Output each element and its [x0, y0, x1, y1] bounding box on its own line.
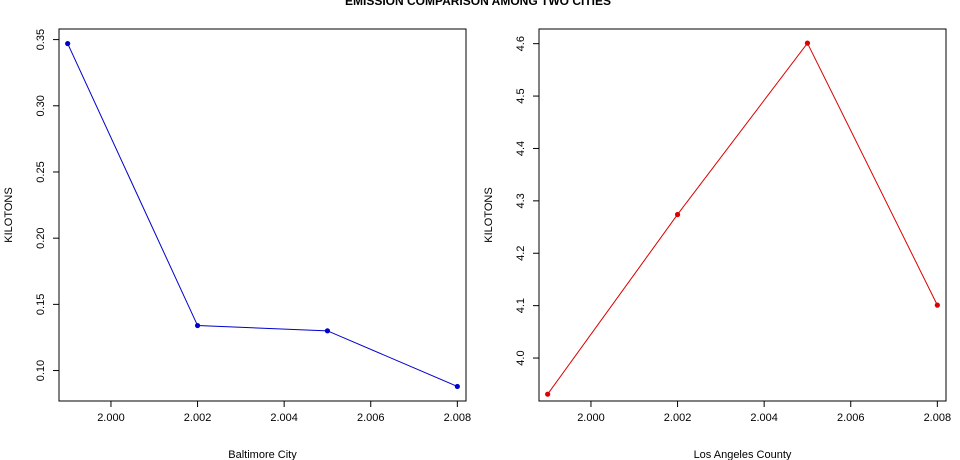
y-axis-label: KILOTONS	[3, 187, 15, 242]
y-tick-label: 4.0	[515, 350, 527, 365]
x-tick-label: 2.008	[924, 412, 952, 424]
data-point	[65, 40, 71, 47]
plot-frame	[538, 28, 947, 402]
x-tick-label: 2.002	[184, 412, 212, 424]
y-tick-label: 4.4	[515, 141, 527, 156]
los-angeles-panel: 2.000 2.002 2.004 2.006 2.008 4.0 4.1 4.2 4.3 4.4…	[483, 28, 952, 460]
y-tick-label: 0.20	[35, 227, 47, 248]
series-line	[547, 42, 938, 395]
y-tick-label: 4.5	[515, 88, 527, 103]
y-tick-label: 0.15	[35, 294, 47, 315]
x-tick-label: 2.006	[357, 412, 385, 424]
x-tick-label: 2.004	[270, 412, 298, 424]
data-point	[804, 40, 811, 46]
y-tick-label: 4.6	[515, 36, 527, 51]
data-point	[454, 383, 460, 390]
x-tick-label: 2.008	[444, 412, 472, 424]
x-tick-label: 2.000	[577, 412, 605, 424]
y-tick-label: 4.2	[515, 246, 527, 261]
y-axis-label: KILOTONS	[483, 187, 495, 242]
y-tick-label: 4.3	[515, 193, 527, 208]
data-point	[934, 302, 940, 308]
series-line	[67, 43, 458, 387]
x-tick-label: 2.000	[97, 412, 125, 424]
x-tick-label: 2.004	[750, 412, 778, 424]
y-tick-label: 0.10	[35, 360, 47, 381]
figure-title: EMISSION COMPARISON AMONG TWO CITIES	[345, 0, 611, 8]
data-point	[674, 211, 681, 218]
data-point	[545, 391, 551, 397]
y-tick-label: 0.35	[35, 29, 47, 50]
x-axis-label: Baltimore City	[228, 449, 297, 460]
x-tick-label: 2.006	[837, 412, 865, 424]
y-tick-label: 4.1	[515, 298, 527, 313]
x-axis-label: Los Angeles County	[694, 449, 792, 460]
y-tick-label: 0.25	[35, 161, 47, 182]
baltimore-panel: 2.000 2.002 2.004 2.006 2.008 0.10 0.15 0.20 0.2…	[3, 28, 472, 460]
x-tick-label: 2.002	[664, 412, 692, 424]
plot-frame	[58, 28, 467, 402]
data-point	[194, 322, 201, 329]
data-point	[324, 328, 331, 334]
y-tick-label: 0.30	[35, 95, 47, 116]
